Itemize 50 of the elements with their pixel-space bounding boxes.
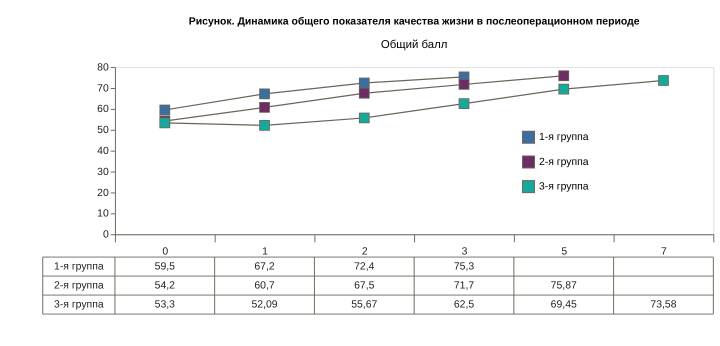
y-tick-label: 70	[97, 83, 109, 94]
point	[259, 120, 270, 131]
data-label: 52,09	[251, 299, 278, 310]
data-label: 55,67	[351, 299, 378, 310]
data-label: 54,2	[154, 280, 176, 292]
point	[358, 88, 370, 99]
text: 3-я группа	[54, 299, 104, 310]
chart-subtitle: Общий балл	[380, 39, 448, 52]
text: 1-я группа	[54, 261, 104, 272]
point	[458, 79, 470, 90]
x-tick-label: 2	[362, 246, 368, 258]
data-label: 53,3	[154, 299, 176, 310]
point	[658, 75, 669, 86]
data-label: 72,4	[354, 261, 375, 272]
point	[159, 104, 170, 116]
point	[358, 112, 370, 124]
data-label: 71,7	[454, 280, 474, 292]
y-tick-label: 50	[97, 125, 109, 136]
chart-title: Рисунок. Динамика общего показателя качества жизни в послеоперационном периоде	[188, 16, 640, 28]
legend-label: 3-я группа	[538, 182, 589, 193]
data-label: 67,5	[354, 280, 375, 292]
x-tick-label: 3	[462, 246, 468, 258]
y-tick-label: 10	[97, 208, 109, 220]
legend-label: 1-я группа	[538, 132, 589, 144]
data-label: 67,2	[254, 261, 275, 272]
point	[558, 84, 570, 94]
y-tick-label: 20	[97, 188, 109, 199]
y-tick-label: 60	[97, 104, 109, 116]
data-label: 75,87	[550, 280, 577, 292]
y-tick-label: 0	[102, 230, 109, 241]
x-tick-label: 7	[661, 246, 668, 258]
y-tick-label: 30	[97, 166, 109, 178]
y-tick-label: 80	[97, 62, 109, 74]
x-tick-label: 5	[561, 246, 568, 258]
data-label: 60,7	[254, 280, 275, 292]
y-tick-label: 40	[97, 146, 109, 157]
point	[558, 70, 570, 82]
data-label: 69,45	[550, 299, 577, 310]
data-label: 59,5	[154, 261, 176, 272]
data-label: 62,5	[454, 299, 474, 310]
text: 2-я группа	[54, 280, 104, 292]
point	[259, 88, 270, 100]
data-label: 75,3	[454, 261, 474, 272]
legend-label: 2-я группа	[538, 156, 589, 168]
x-tick-label: 0	[162, 246, 168, 258]
point	[458, 98, 470, 110]
point	[358, 78, 370, 88]
data-label: 73,58	[650, 299, 677, 310]
x-tick-label: 1	[262, 246, 268, 258]
point	[259, 102, 270, 113]
